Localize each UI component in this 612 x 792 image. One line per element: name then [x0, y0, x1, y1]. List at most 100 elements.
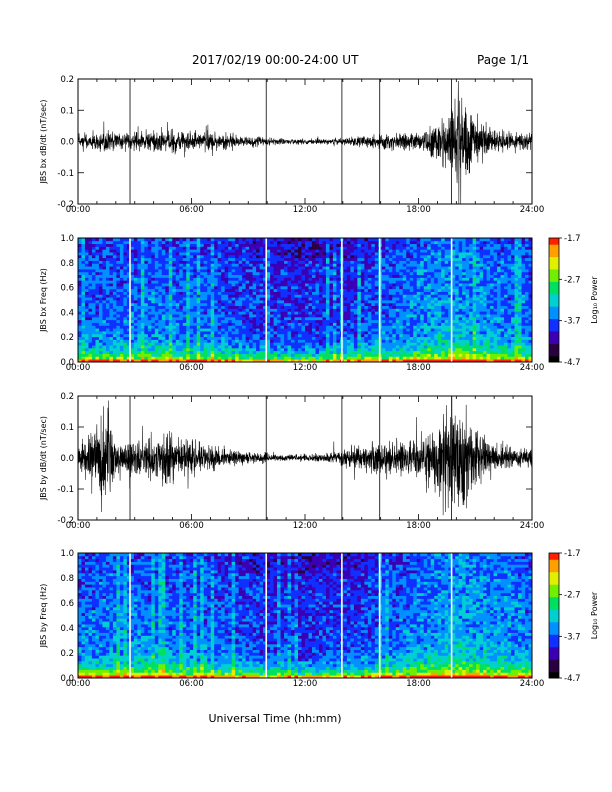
spectrogram-cell — [448, 263, 453, 267]
spectrogram-cell — [427, 240, 432, 245]
spectrogram-cell — [329, 339, 334, 343]
spectrogram-cell — [102, 316, 107, 321]
spectrogram-cell — [322, 300, 327, 304]
spectrogram-cell — [451, 316, 456, 321]
spectrogram-cell — [214, 300, 219, 304]
spectrogram-cell — [395, 345, 400, 349]
spectrogram-cell — [179, 291, 184, 295]
spectrogram-cell — [392, 311, 397, 315]
spectrogram-cell — [78, 288, 82, 292]
y-axis-label: JBS bx dB/dt (nT/sec) — [39, 99, 48, 184]
spectrogram-cell — [322, 291, 327, 295]
spectrogram-cell — [186, 294, 191, 298]
spectrogram-cell — [105, 347, 110, 352]
spectrogram-cell — [364, 238, 369, 242]
spectrogram-cell — [105, 240, 110, 245]
spectrogram-cell — [259, 246, 264, 250]
spectrogram-cell — [242, 353, 247, 357]
spectrogram-cell — [193, 314, 198, 318]
spectrogram-cell — [105, 271, 110, 276]
spectrogram-cell — [214, 328, 219, 332]
spectrogram-cell — [105, 274, 110, 278]
spectrogram-cell — [458, 288, 463, 292]
spectrogram-cell — [112, 249, 117, 253]
spectrogram-cell — [420, 297, 425, 301]
spectrogram-cell — [315, 347, 320, 352]
spectrogram-cell — [84, 300, 89, 304]
y-tick-label: -0.2 — [57, 200, 74, 210]
spectrogram-cell — [374, 347, 379, 352]
spectrogram-cell — [224, 336, 229, 340]
spectrogram-cell — [357, 280, 362, 284]
spectrogram-cell — [249, 274, 254, 278]
spectrogram-cell — [441, 325, 446, 329]
spectrogram-cell — [388, 302, 393, 307]
spectrogram-cell — [168, 246, 173, 250]
spectrogram-cell — [165, 359, 170, 363]
spectrogram-cell — [413, 350, 418, 354]
spectrogram-cell — [203, 305, 208, 309]
spectrogram-cell — [78, 297, 82, 301]
spectrogram-cell — [119, 331, 124, 335]
spectrogram-cell — [305, 283, 309, 287]
spectrogram-cell — [158, 294, 163, 298]
spectrogram-cell — [294, 280, 299, 284]
spectrogram-cell — [95, 240, 100, 245]
spectrogram-cell — [231, 240, 236, 245]
spectrogram-cell — [193, 283, 198, 287]
spectrogram-cell — [214, 353, 219, 357]
spectrogram-cell — [116, 291, 121, 295]
spectrogram-cell — [343, 271, 348, 276]
spectrogram-cell — [133, 246, 138, 250]
spectrogram-cell — [259, 347, 264, 352]
spectrogram-cell — [252, 238, 257, 242]
spectrogram-cell — [217, 319, 222, 323]
spectrogram-cell — [273, 328, 278, 332]
spectrogram-cell — [413, 246, 418, 250]
spectrogram-cell — [441, 347, 446, 352]
spectrogram-cell — [427, 285, 432, 290]
spectrogram-cell — [259, 269, 264, 273]
spectrogram-cell — [280, 345, 285, 349]
spectrogram-cell — [325, 322, 330, 326]
spectrogram-cell — [81, 331, 86, 335]
spectrogram-cell — [161, 269, 166, 273]
spectrogram-cell — [263, 249, 267, 253]
spectrogram-cell — [371, 353, 376, 357]
spectrogram-cell — [270, 246, 274, 250]
spectrogram-cell — [161, 238, 166, 242]
spectrogram-cell — [458, 342, 463, 346]
spectrogram-cell — [263, 283, 267, 287]
spectrogram-cell — [437, 243, 442, 247]
spectrogram-cell — [105, 263, 110, 267]
spectrogram-cell — [451, 266, 456, 270]
spectrogram-cell — [137, 336, 142, 340]
spectrogram-cell — [266, 350, 271, 354]
spectrogram-cell — [409, 342, 414, 346]
spectrogram-cell — [374, 266, 379, 270]
spectrogram-cell — [102, 291, 107, 295]
spectrogram-cell — [392, 266, 397, 270]
spectrogram-cell — [168, 319, 173, 323]
spectrogram-cell — [311, 243, 316, 247]
spectrogram-cell — [193, 238, 198, 242]
spectrogram-cell — [346, 246, 351, 250]
spectrogram-cell — [416, 311, 421, 315]
spectrogram-cell — [242, 238, 247, 242]
spectrogram-cell — [399, 291, 404, 295]
spectrogram-cell — [301, 271, 306, 276]
spectrogram-cell — [214, 325, 219, 329]
spectrogram-cell — [98, 311, 103, 315]
spectrogram-cell — [315, 266, 320, 270]
spectrogram-cell — [371, 333, 376, 338]
spectrogram-cell — [221, 311, 226, 315]
spectrogram-cell — [78, 328, 82, 332]
spectrogram-cell — [161, 314, 166, 318]
spectrogram-cell — [434, 325, 439, 329]
spectrogram-cell — [196, 339, 201, 343]
spectrogram-cell — [249, 356, 254, 360]
spectrogram-cell — [273, 254, 278, 259]
spectrogram-cell — [343, 353, 348, 357]
spectrogram-cell — [249, 328, 254, 332]
spectrogram-cell — [263, 325, 267, 329]
